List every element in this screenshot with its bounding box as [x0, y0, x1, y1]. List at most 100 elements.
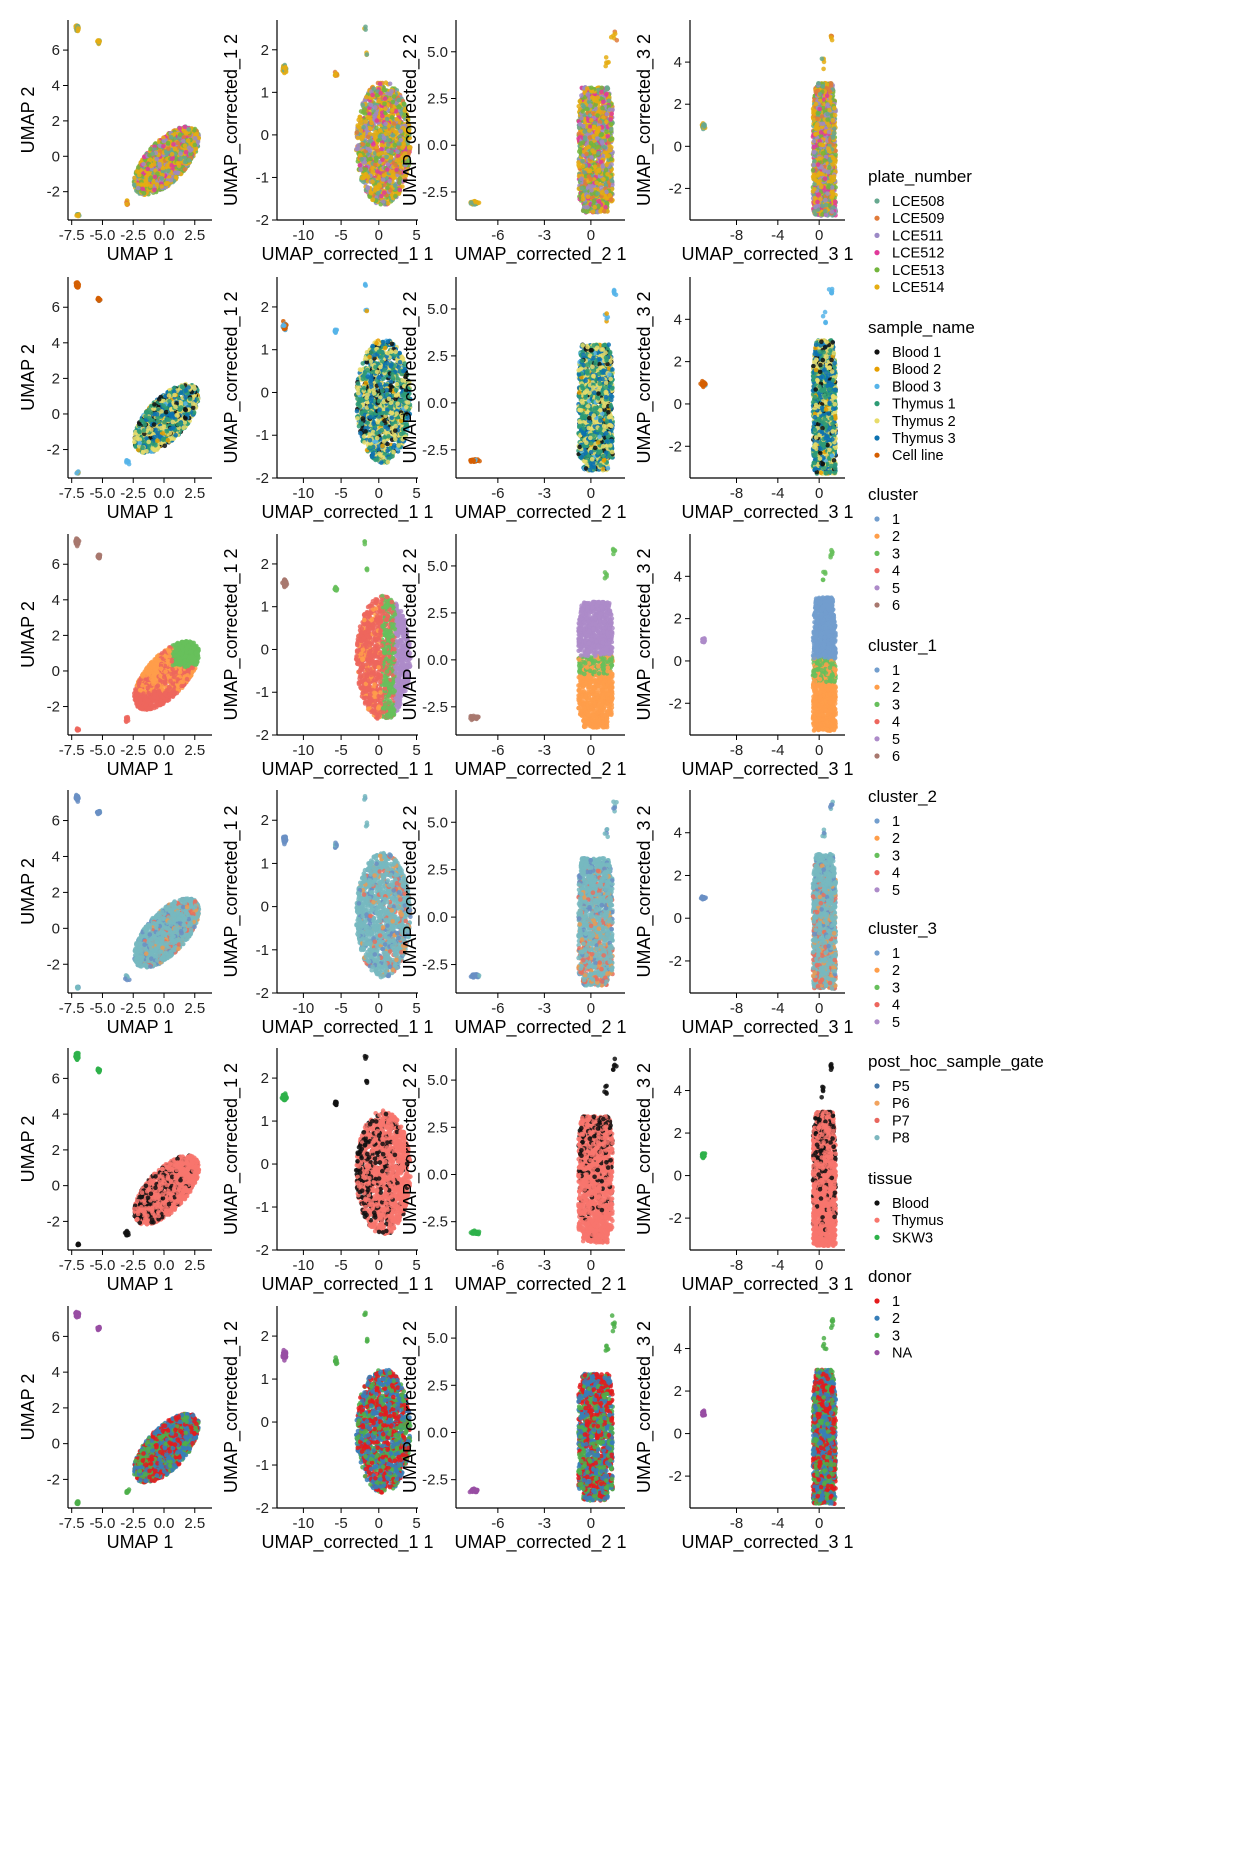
data-point: [389, 89, 394, 94]
data-point: [393, 183, 398, 188]
data-point: [141, 162, 146, 167]
data-point: [358, 115, 363, 120]
data-point: [609, 127, 614, 132]
x-tick-label: -10: [293, 227, 315, 244]
data-point: [161, 166, 166, 171]
data-point: [383, 122, 388, 127]
data-point: [599, 185, 604, 190]
data-point: [615, 38, 620, 43]
data-point: [363, 27, 368, 32]
data-point: [589, 118, 594, 123]
points-plate_number-corrected_3: [700, 34, 838, 219]
data-point: [360, 135, 365, 140]
data-point: [373, 135, 378, 140]
data-point: [384, 155, 389, 160]
data-point: [178, 132, 183, 137]
data-point: [160, 176, 165, 181]
data-point: [592, 125, 597, 130]
data-point: [165, 181, 170, 186]
data-point: [588, 168, 593, 173]
data-point: [581, 164, 586, 169]
data-point: [609, 122, 614, 127]
data-point: [371, 197, 376, 202]
data-point: [188, 148, 193, 153]
data-point: [176, 141, 181, 146]
data-point: [599, 90, 604, 95]
data-point: [186, 138, 191, 143]
x-tick-label: -7.5: [59, 227, 85, 244]
data-point: [605, 201, 610, 206]
data-point: [605, 112, 610, 117]
data-point: [173, 147, 178, 152]
data-point: [589, 155, 594, 160]
data-point: [365, 52, 370, 57]
data-point: [152, 188, 157, 193]
data-point: [584, 152, 589, 157]
data-point: [124, 202, 129, 207]
data-point: [379, 194, 384, 199]
data-point: [377, 99, 382, 104]
data-point: [609, 112, 614, 117]
data-point: [358, 153, 363, 158]
data-point: [380, 114, 385, 119]
data-point: [370, 93, 375, 98]
data-point: [385, 167, 390, 172]
y-axis-label: UMAP_corrected_1 2: [221, 34, 242, 206]
data-point: [596, 109, 601, 114]
data-point: [165, 163, 170, 168]
data-point: [591, 209, 596, 214]
y-tick-label: 2: [261, 42, 269, 59]
data-point: [363, 167, 368, 172]
data-point: [183, 167, 188, 172]
data-point: [609, 157, 614, 162]
data-point: [395, 158, 400, 163]
data-point: [177, 126, 182, 131]
data-point: [585, 107, 590, 112]
data-point: [381, 177, 386, 182]
data-point: [601, 100, 606, 105]
data-point: [162, 139, 167, 144]
y-axis-label: UMAP_corrected_2 2: [400, 34, 421, 206]
data-point: [364, 95, 369, 100]
data-point: [144, 178, 149, 183]
data-point: [394, 130, 399, 135]
y-tick-label: 0: [52, 148, 60, 165]
data-point: [148, 157, 153, 162]
data-point: [611, 33, 616, 38]
y-axis-label: UMAP 2: [18, 87, 38, 154]
x-tick-label: -6: [491, 227, 504, 244]
points-plate_number-umap: [73, 23, 201, 218]
y-tick-label: 6: [52, 42, 60, 59]
data-point: [366, 142, 371, 147]
data-point: [76, 214, 81, 219]
data-point: [161, 144, 166, 149]
data-point: [380, 157, 385, 162]
data-point: [392, 94, 397, 99]
x-tick-label: 5: [412, 227, 420, 244]
data-point: [355, 130, 360, 135]
data-point: [595, 191, 600, 196]
data-point: [581, 197, 586, 202]
data-point: [588, 113, 593, 118]
y-tick-label: 0.0: [427, 137, 448, 154]
y-tick-label: 2: [52, 113, 60, 130]
data-point: [361, 142, 366, 147]
data-point: [365, 115, 370, 120]
data-point: [356, 136, 361, 141]
data-point: [386, 138, 391, 143]
data-point: [604, 168, 609, 173]
data-point: [150, 151, 155, 156]
data-point: [588, 124, 593, 129]
data-point: [387, 179, 392, 184]
data-point: [382, 102, 387, 107]
data-point: [371, 142, 376, 147]
data-point: [391, 100, 396, 105]
x-tick-label: 0.0: [154, 227, 175, 244]
data-point: [357, 124, 362, 129]
data-point: [149, 164, 154, 169]
data-point: [174, 175, 179, 180]
data-point: [579, 116, 584, 121]
data-point: [368, 149, 373, 154]
data-point: [370, 179, 375, 184]
